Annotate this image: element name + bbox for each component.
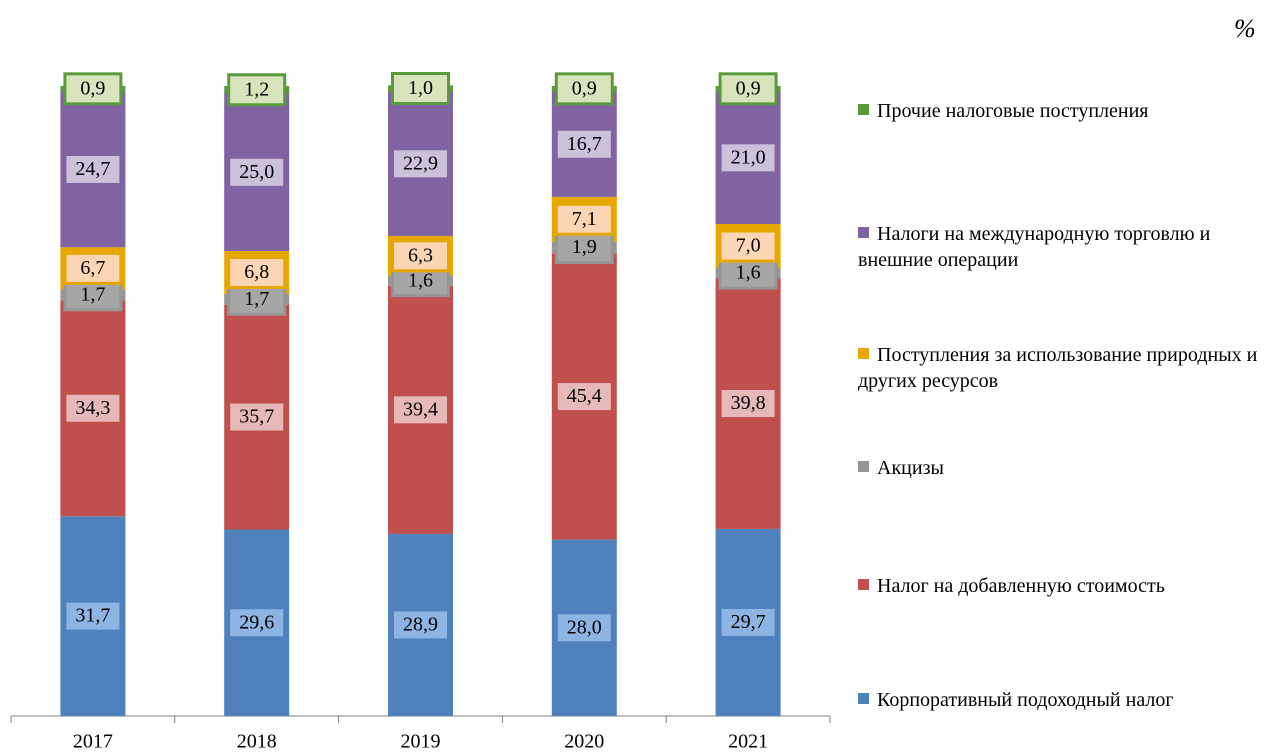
legend-item: Налог на добавленную стоимость [858, 573, 1264, 599]
value-label: 45,4 [567, 385, 602, 407]
value-label: 1,7 [244, 288, 269, 310]
x-tick-label: 2019 [401, 731, 441, 753]
value-label: 6,8 [244, 261, 269, 283]
legend-label: Акцизы [877, 457, 944, 479]
value-label-box [227, 73, 287, 107]
value-label: 0,9 [572, 77, 597, 99]
value-label-box [554, 72, 614, 106]
value-label-box [554, 611, 614, 645]
value-label-box [718, 72, 778, 106]
value-label-box [391, 608, 450, 642]
value-label: 21,0 [731, 146, 766, 168]
value-label: 22,9 [403, 152, 438, 174]
legend-swatch [858, 104, 869, 115]
value-label-box [718, 229, 778, 263]
value-label: 0,9 [736, 77, 761, 99]
value-label-box [718, 141, 778, 175]
value-label-box [227, 400, 287, 434]
legend-item: Акцизы [858, 455, 1264, 481]
value-label-box [227, 155, 287, 189]
value-label: 6,3 [408, 244, 433, 266]
legend-item: Поступления за использование природных и… [858, 342, 1264, 394]
value-label: 1,6 [408, 269, 433, 291]
value-label: 16,7 [567, 133, 602, 155]
value-label: 31,7 [75, 605, 110, 627]
value-label-box [391, 239, 450, 273]
value-label: 25,0 [239, 161, 274, 183]
legend-swatch [858, 348, 869, 359]
value-label-box [391, 72, 450, 106]
value-label: 28,9 [403, 614, 438, 636]
value-label-box [718, 256, 778, 290]
legend-label: Прочие налоговые поступления [877, 100, 1149, 122]
value-label: 7,0 [736, 235, 761, 257]
value-label-box [391, 393, 450, 427]
value-label: 1,0 [408, 77, 433, 99]
x-tick-label: 2020 [564, 731, 604, 753]
value-label-box [63, 251, 123, 285]
legend-label: Налоги на международную торговлю и внешн… [858, 223, 1211, 271]
value-label-box [391, 147, 450, 181]
value-label: 7,1 [572, 208, 597, 230]
value-label-box [554, 127, 614, 161]
legend-item: Налоги на международную торговлю и внешн… [858, 221, 1264, 273]
value-label: 0,9 [80, 77, 105, 99]
legend-label: Корпоративный подоходный налог [877, 689, 1174, 711]
value-label-box [718, 387, 778, 421]
chart: 2017 2018 2019 2020 2021 31,7 34,3 1,7 6,7 24,7 0,… [10, 72, 831, 753]
legend-swatch [858, 227, 869, 238]
value-label-box [718, 605, 778, 639]
legend-label: Поступления за использование природных и… [858, 344, 1258, 392]
legend-swatch [858, 693, 869, 704]
value-label-box [554, 202, 614, 236]
value-label: 29,7 [731, 611, 766, 633]
value-label: 39,4 [403, 398, 438, 420]
value-label: 1,2 [244, 78, 269, 100]
value-label-box [63, 391, 123, 425]
value-label-box [227, 606, 287, 640]
value-label-box [63, 152, 123, 186]
value-label: 35,7 [239, 406, 274, 428]
value-label: 34,3 [75, 397, 110, 419]
value-label: 1,6 [736, 262, 761, 284]
x-tick-label: 2018 [237, 731, 277, 753]
legend-item: Прочие налоговые поступления [858, 98, 1264, 124]
value-label-box [227, 255, 287, 289]
x-tick-label: 2021 [728, 731, 768, 753]
value-label: 1,7 [80, 283, 105, 305]
value-label-box [63, 72, 123, 106]
value-label-box [554, 380, 614, 414]
legend-label: Налог на добавленную стоимость [877, 575, 1165, 597]
legend-swatch [858, 579, 869, 590]
legend-swatch [858, 461, 869, 472]
legend-item: Корпоративный подоходный налог [858, 687, 1264, 713]
value-label: 1,9 [572, 236, 597, 258]
x-tick-label: 2017 [73, 731, 113, 753]
value-label: 24,7 [75, 158, 110, 180]
value-label-box [63, 599, 123, 633]
value-label: 29,6 [239, 611, 274, 633]
unit-label: % [1234, 14, 1256, 43]
value-label: 39,8 [731, 392, 766, 414]
value-label: 28,0 [567, 616, 602, 638]
value-label: 6,7 [80, 257, 105, 279]
